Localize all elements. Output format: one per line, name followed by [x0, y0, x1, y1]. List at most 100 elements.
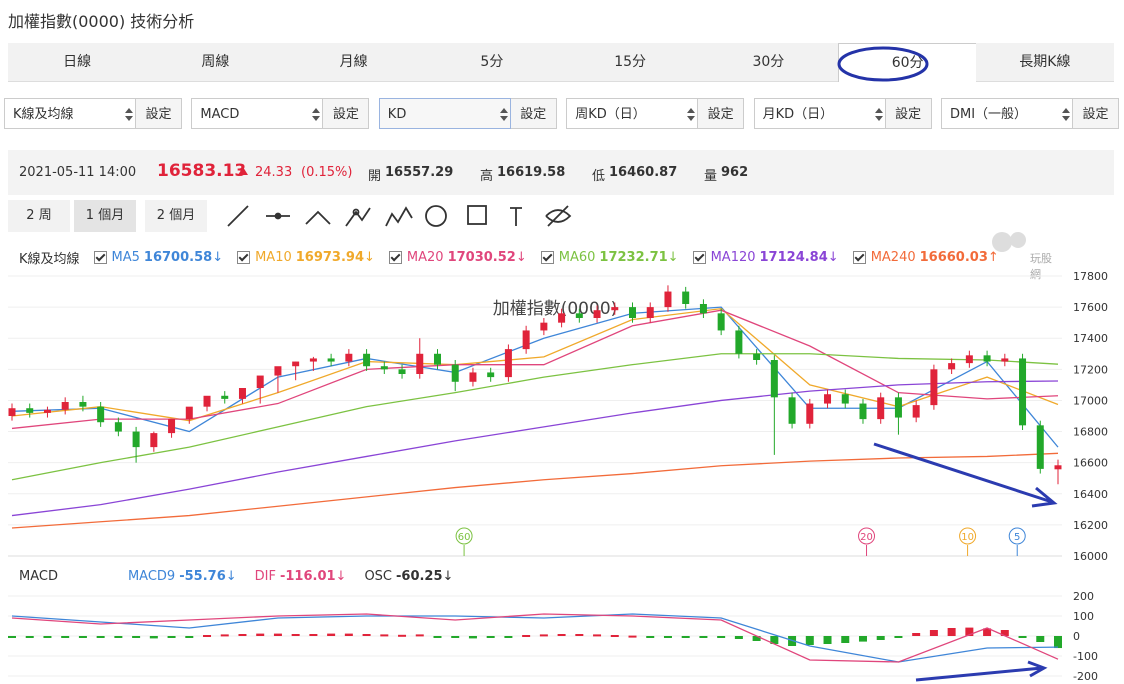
settings-button[interactable]: 設定 — [323, 98, 370, 129]
candle-body — [238, 388, 246, 399]
settings-button[interactable]: 設定 — [136, 98, 182, 129]
candle-body — [26, 408, 34, 413]
osc-bar — [433, 636, 442, 638]
tab[interactable]: 日線 — [8, 43, 147, 82]
range-button[interactable]: 1 個月 — [74, 200, 136, 232]
osc-bar — [132, 636, 141, 638]
candle-body — [629, 307, 637, 318]
settings-button[interactable]: 設定 — [1073, 98, 1119, 129]
osc-bar — [912, 633, 921, 636]
up-triangle — [238, 167, 248, 175]
checkbox — [237, 251, 251, 264]
legend-name: MA5 — [111, 250, 140, 265]
candle-body — [930, 369, 938, 406]
tab[interactable]: 長期K線 — [975, 43, 1114, 82]
selector-row: K線及均線 設定 MACD 設定 KD 設定 周KD（日） 設定 月KD（日） 設定 DMI（一般）… — [0, 98, 1124, 131]
candle-body — [327, 358, 335, 362]
ma-line — [11, 452, 1059, 529]
candle-body — [292, 361, 300, 367]
selector[interactable]: 月KD（日） — [753, 98, 886, 129]
candle-body — [770, 360, 778, 398]
tab[interactable]: 5分 — [422, 43, 561, 82]
open-label: 開 — [368, 169, 382, 184]
legend-value: -55.76 — [179, 569, 226, 584]
selector[interactable]: 周KD（日） — [566, 98, 699, 129]
selector[interactable]: DMI（一般） — [941, 98, 1073, 129]
high-value: 16619.58 — [497, 165, 566, 180]
osc-bar — [398, 634, 407, 637]
checkbox — [692, 251, 706, 264]
osc-bar — [983, 628, 992, 636]
page-title: 加權指數(0000) 技術分析 — [8, 12, 195, 31]
trend-arrow — [915, 660, 1048, 682]
osc-bar — [415, 634, 424, 637]
candle-body — [274, 366, 282, 376]
drawing-tools[interactable] — [222, 200, 582, 234]
candle-body — [753, 353, 761, 360]
candle-body — [504, 349, 512, 378]
quote-change: 24.33 — [255, 165, 293, 180]
settings-button[interactable]: 設定 — [698, 98, 745, 129]
range-button[interactable]: 2 個月 — [145, 200, 207, 232]
candle-body — [699, 304, 707, 314]
candle-body — [433, 353, 441, 365]
candle-body — [61, 402, 69, 410]
osc-bar — [947, 628, 956, 636]
osc-bar — [43, 636, 52, 638]
candle-body — [221, 395, 229, 399]
legend-title: MACD — [19, 569, 58, 584]
osc-bar — [894, 636, 903, 638]
range-button[interactable]: 2 周 — [8, 200, 70, 232]
osc-bar — [876, 636, 885, 640]
trend-arrow — [873, 442, 1058, 508]
osc-bar — [805, 636, 814, 645]
candle-body — [717, 313, 725, 331]
y-tick-label: 16600 — [1073, 457, 1108, 470]
ma-line — [11, 613, 1059, 663]
osc-bar — [699, 636, 708, 638]
y-tick-label: 17000 — [1073, 394, 1108, 407]
tab[interactable]: 15分 — [561, 43, 700, 82]
legend-value: 16973.94 — [295, 250, 365, 265]
candle-body — [168, 419, 176, 434]
checkbox — [388, 251, 402, 264]
selector[interactable]: MACD — [191, 98, 324, 129]
candle-body — [788, 397, 796, 424]
legend-arrow: ↓ — [225, 569, 237, 584]
low-value: 16460.87 — [609, 165, 678, 180]
y-tick-label: 200 — [1073, 590, 1094, 603]
legend-name: MA60 — [558, 250, 596, 265]
candle-body — [345, 353, 353, 362]
osc-bar — [965, 627, 974, 636]
osc-bar — [78, 636, 87, 638]
tab[interactable]: 月線 — [284, 43, 423, 82]
selector[interactable]: KD — [378, 98, 511, 129]
candle-body — [469, 372, 477, 382]
chart-title: 加權指數(0000) — [493, 299, 618, 319]
settings-button[interactable]: 設定 — [885, 98, 932, 129]
ma-line — [11, 380, 1059, 517]
osc-bar — [823, 636, 832, 644]
osc-bar — [841, 636, 850, 643]
tab[interactable]: 周線 — [146, 43, 285, 82]
osc-bar — [185, 636, 194, 638]
watermark: 玩股網 — [988, 228, 1058, 281]
annotation-label: 10 — [961, 532, 974, 543]
legend-name: OSC — [364, 569, 392, 584]
selector[interactable]: K線及均線 — [4, 98, 136, 129]
legend-arrow: ↓ — [442, 569, 454, 584]
watermark-logo — [992, 232, 1026, 252]
volume-value: 962 — [721, 165, 749, 180]
osc-bar — [734, 636, 743, 639]
tab[interactable]: 30分 — [699, 43, 838, 82]
candle-body — [877, 397, 885, 420]
annotation-label: 5 — [1014, 532, 1020, 543]
settings-button[interactable]: 設定 — [510, 98, 557, 129]
osc-bar — [380, 634, 389, 637]
annotation-circle — [959, 527, 977, 545]
annotation-label: 20 — [860, 532, 873, 543]
quote-change-pct: (0.15%) — [301, 165, 353, 180]
quote-bar: 2021-05-11 14:00 16583.13 24.33 (0.15%) … — [8, 150, 1114, 195]
legend-value: 17232.71 — [599, 250, 668, 265]
osc-bar — [646, 636, 655, 638]
